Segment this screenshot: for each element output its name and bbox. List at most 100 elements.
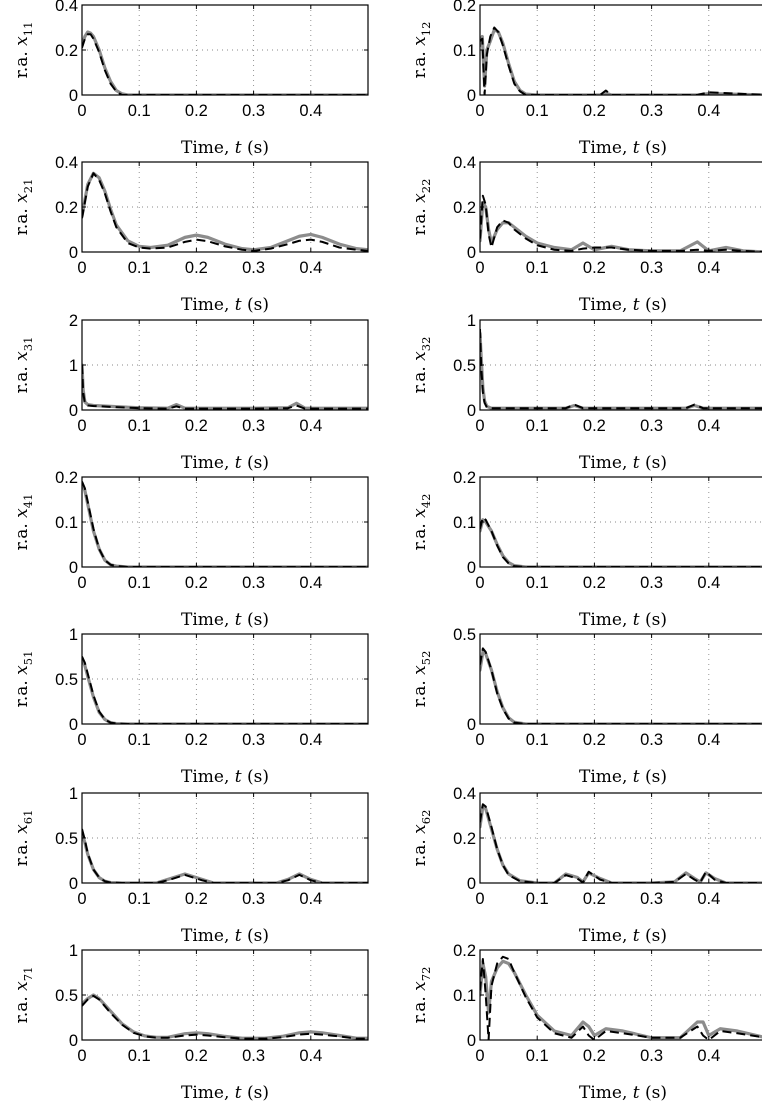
x-tick-label: 0 (77, 102, 86, 120)
y-tick-label: 0.1 (453, 514, 476, 532)
y-tick-label: 0.4 (55, 0, 78, 15)
y-tick-label: 0 (69, 402, 78, 420)
y-tick-label: 0.4 (55, 154, 78, 172)
x-tick-label: 0.1 (526, 574, 549, 592)
subplot-11: 0 0.1 0.2 0.3 0.4 0 0.2 0.4 Time, t (s) r.a. x11 (12, 0, 369, 158)
x-tick-label: 0.4 (697, 102, 720, 120)
y-tick-label: 0.2 (453, 830, 476, 848)
y-tick-label: 0 (69, 87, 78, 105)
x-tick-label: 0.2 (185, 102, 208, 120)
plot-frame (479, 633, 762, 725)
series-line-gray (480, 650, 762, 724)
x-tick-label: 0.1 (526, 890, 549, 908)
y-axis-label: r.a. x31 (12, 337, 35, 394)
x-tick-label: 0 (475, 1047, 484, 1065)
series-line-dashed (480, 647, 762, 724)
plot-frame (81, 4, 369, 96)
series-line-dashed (82, 656, 368, 724)
y-axis-label: r.a. x32 (410, 337, 433, 394)
series-line-dashed (480, 194, 762, 252)
x-tick-label: 0.2 (583, 259, 606, 277)
x-tick-label: 0.3 (640, 890, 663, 908)
subplot-72: 0 0.1 0.2 0.3 0.4 0 0.1 0.2 Time, t (s) r.a. x72 (410, 942, 762, 1103)
plot-frame (81, 319, 369, 411)
series-line-dashed (480, 328, 762, 410)
y-axis-label: r.a. x41 (12, 494, 35, 551)
y-tick-label: 0.2 (453, 199, 476, 217)
x-tick-label: 0.1 (526, 1047, 549, 1065)
y-tick-label: 0.5 (55, 830, 78, 848)
x-tick-label: 0.3 (640, 259, 663, 277)
y-tick-label: 0.2 (453, 0, 476, 15)
x-tick-label: 0.1 (526, 731, 549, 749)
y-tick-label: 0.2 (453, 469, 476, 487)
y-tick-label: 1 (69, 626, 78, 644)
y-axis-label: r.a. x61 (12, 810, 35, 867)
subplot-32: 0 0.1 0.2 0.3 0.4 0 0.5 1 Time, t (s) r.a. x32 (410, 312, 762, 473)
y-tick-label: 0.5 (55, 671, 78, 689)
series-line-dashed (480, 516, 762, 567)
x-axis-label: Time, t (s) (579, 1083, 667, 1103)
y-axis-label: r.a. x42 (410, 494, 433, 551)
x-axis-label: Time, t (s) (181, 610, 269, 630)
x-tick-label: 0.1 (128, 259, 151, 277)
y-axis-label: r.a. x22 (410, 179, 433, 236)
y-tick-label: 0 (467, 87, 476, 105)
x-tick-label: 0.3 (640, 102, 663, 120)
y-tick-label: 0.5 (453, 626, 476, 644)
subplot-52: 0 0.1 0.2 0.3 0.4 0 0.5 Time, t (s) r.a. x52 (410, 626, 762, 787)
series-line-gray (82, 171, 368, 252)
series-line-gray (480, 331, 762, 410)
y-tick-label: 0 (69, 559, 78, 577)
series-line-gray (480, 28, 762, 95)
x-tick-label: 0.4 (299, 1047, 322, 1065)
x-tick-label: 0 (77, 574, 86, 592)
x-axis-label: Time, t (s) (579, 453, 667, 473)
series-line-dashed (82, 828, 368, 883)
x-tick-label: 0 (77, 417, 86, 435)
x-tick-label: 0 (77, 890, 86, 908)
x-tick-label: 0.1 (128, 890, 151, 908)
y-tick-label: 0.5 (453, 357, 476, 375)
y-tick-label: 1 (69, 942, 78, 960)
subplot-22: 0 0.1 0.2 0.3 0.4 0 0.2 0.4 Time, t (s) r.a. x22 (410, 154, 762, 315)
y-axis-label: r.a. x12 (410, 22, 433, 79)
x-axis-label: Time, t (s) (579, 138, 667, 158)
x-axis-label: Time, t (s) (181, 926, 269, 946)
y-tick-label: 0 (467, 402, 476, 420)
series-line-gray (480, 804, 762, 883)
y-tick-label: 2 (69, 312, 78, 330)
x-tick-label: 0.3 (242, 574, 265, 592)
x-tick-label: 0.4 (697, 417, 720, 435)
y-tick-label: 0 (467, 875, 476, 893)
series-line-gray (82, 993, 368, 1040)
x-tick-label: 0 (77, 731, 86, 749)
plot-frame (81, 633, 369, 725)
x-tick-label: 0.1 (526, 417, 549, 435)
subplot-71: 0 0.1 0.2 0.3 0.4 0 0.5 1 Time, t (s) r.a. x71 (12, 942, 369, 1103)
y-axis-label: r.a. x11 (12, 22, 35, 79)
x-tick-label: 0 (475, 259, 484, 277)
y-tick-label: 0 (69, 1032, 78, 1050)
series-line-dashed (480, 26, 762, 95)
series-line-gray (480, 518, 762, 567)
x-tick-label: 0.2 (185, 1047, 208, 1065)
x-tick-label: 0.4 (299, 102, 322, 120)
y-tick-label: 0 (467, 716, 476, 734)
x-tick-label: 0.2 (583, 731, 606, 749)
y-tick-label: 0.1 (453, 42, 476, 60)
y-tick-label: 0 (69, 716, 78, 734)
y-tick-label: 0.2 (55, 42, 78, 60)
y-tick-label: 0 (467, 244, 476, 262)
x-tick-label: 0.1 (526, 102, 549, 120)
y-axis-label: r.a. x21 (12, 179, 35, 236)
x-tick-label: 0.4 (299, 890, 322, 908)
x-axis-label: Time, t (s) (579, 610, 667, 630)
subplot-31: 0 0.1 0.2 0.3 0.4 0 1 2 Time, t (s) r.a. x31 (12, 312, 369, 473)
y-tick-label: 0 (467, 1032, 476, 1050)
x-tick-label: 0.2 (185, 574, 208, 592)
x-tick-label: 0.3 (242, 890, 265, 908)
plot-frame (81, 476, 369, 568)
x-tick-label: 0 (475, 731, 484, 749)
x-tick-label: 0.2 (583, 1047, 606, 1065)
